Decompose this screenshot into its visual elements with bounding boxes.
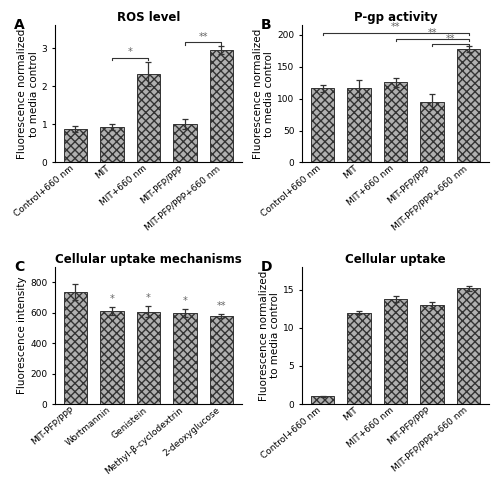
Text: C: C — [14, 260, 24, 274]
Y-axis label: Fluorescence normalized
to media control: Fluorescence normalized to media control — [18, 29, 39, 159]
Text: **: ** — [216, 301, 226, 311]
Title: ROS level: ROS level — [116, 11, 180, 24]
Bar — [384, 299, 407, 404]
Bar — [136, 74, 160, 162]
Text: **: ** — [428, 28, 437, 38]
Y-axis label: Fluorescence intensity: Fluorescence intensity — [18, 277, 28, 394]
Text: D: D — [261, 260, 272, 274]
Bar — [100, 311, 124, 404]
Bar — [384, 82, 407, 162]
Text: B: B — [261, 19, 272, 33]
Title: P-gp activity: P-gp activity — [354, 11, 438, 24]
Text: *: * — [146, 294, 151, 303]
Text: **: ** — [446, 34, 455, 44]
Bar — [310, 89, 334, 162]
Y-axis label: Fluorescence normalized
to media control: Fluorescence normalized to media control — [253, 29, 274, 159]
Bar — [173, 313, 197, 404]
Bar — [420, 102, 444, 162]
Bar — [64, 292, 88, 404]
Title: Cellular uptake: Cellular uptake — [345, 253, 446, 266]
Bar — [136, 312, 160, 404]
Bar — [210, 316, 234, 404]
Bar — [310, 396, 334, 404]
Text: *: * — [182, 297, 188, 306]
Y-axis label: Fluorescence normalized
to media control: Fluorescence normalized to media control — [258, 270, 280, 401]
Title: Cellular uptake mechanisms: Cellular uptake mechanisms — [55, 253, 242, 266]
Bar — [210, 50, 234, 162]
Bar — [347, 313, 371, 404]
Text: **: ** — [391, 22, 400, 32]
Bar — [173, 124, 197, 162]
Bar — [456, 288, 480, 404]
Text: A: A — [14, 19, 24, 33]
Bar — [64, 129, 88, 162]
Bar — [100, 127, 124, 162]
Bar — [347, 89, 371, 162]
Bar — [420, 305, 444, 404]
Bar — [456, 49, 480, 162]
Text: **: ** — [198, 32, 208, 41]
Text: *: * — [110, 294, 114, 304]
Text: *: * — [128, 47, 132, 57]
